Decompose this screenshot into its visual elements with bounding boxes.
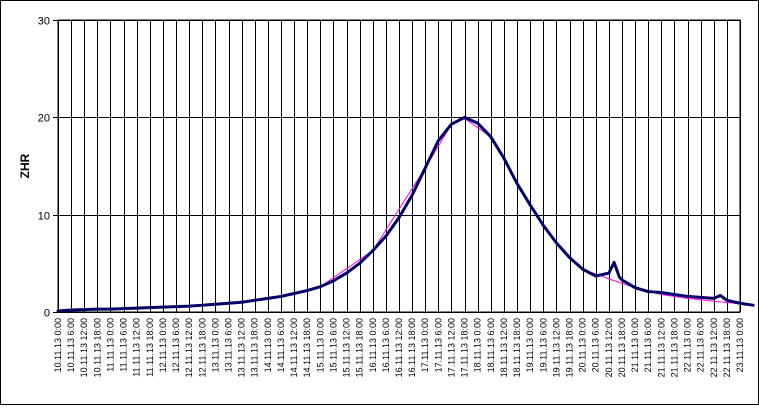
x-tick-label: 10.11.13 0:00 bbox=[53, 318, 63, 372]
x-tick-label: 22.11.13 6:00 bbox=[696, 318, 706, 372]
x-tick-label: 19.11.13 0:00 bbox=[525, 318, 535, 372]
x-tick-label: 22.11.13 12:00 bbox=[709, 318, 719, 377]
x-tick-label: 21.11.13 12:00 bbox=[656, 318, 666, 377]
x-tick-label: 13.11.13 0:00 bbox=[210, 318, 220, 372]
x-tick-label: 22.11.13 18:00 bbox=[722, 318, 732, 377]
y-tick-label: 20 bbox=[38, 113, 50, 125]
x-tick-label: 14.11.13 12:00 bbox=[289, 318, 299, 377]
x-tick-label: 20.11.13 12:00 bbox=[604, 318, 614, 377]
series-layer bbox=[56, 115, 755, 313]
x-tick-label: 12.11.13 12:00 bbox=[184, 318, 194, 377]
x-tick-label: 16.11.13 18:00 bbox=[407, 318, 417, 377]
x-tick-label: 21.11.13 6:00 bbox=[643, 318, 653, 372]
x-tick-label: 11.11.13 0:00 bbox=[105, 318, 115, 372]
x-tick-label: 18.11.13 18:00 bbox=[512, 318, 522, 377]
y-axis-label: ZHR bbox=[18, 153, 32, 178]
x-tick-label: 20.11.13 18:00 bbox=[617, 318, 627, 377]
x-tick-label: 18.11.13 6:00 bbox=[486, 318, 496, 372]
x-tick-label: 19.11.13 6:00 bbox=[538, 318, 548, 372]
y-tick-label: 10 bbox=[38, 211, 50, 223]
x-tick-label: 14.11.13 18:00 bbox=[302, 318, 312, 377]
x-tick-label: 21.11.13 0:00 bbox=[630, 318, 640, 372]
x-tick-label: 19.11.13 18:00 bbox=[565, 318, 575, 377]
observed-zhr-series-line bbox=[56, 115, 755, 313]
x-tick-label: 19.11.13 12:00 bbox=[551, 318, 561, 377]
x-tick-label: 17.11.13 0:00 bbox=[420, 318, 430, 372]
x-tick-label: 12.11.13 6:00 bbox=[171, 318, 181, 372]
x-tick-label: 11.11.13 12:00 bbox=[132, 318, 142, 377]
x-tick-label: 15.11.13 18:00 bbox=[355, 318, 365, 377]
grid-layer bbox=[57, 19, 741, 313]
x-tick-label: 10.11.13 6:00 bbox=[66, 318, 76, 372]
x-tick-label: 10.11.13 18:00 bbox=[92, 318, 102, 377]
x-tick-label: 12.11.13 18:00 bbox=[197, 318, 207, 377]
x-tick-label: 13.11.13 12:00 bbox=[237, 318, 247, 377]
x-tick-label: 17.11.13 12:00 bbox=[446, 318, 456, 377]
x-tick-label: 11.11.13 18:00 bbox=[145, 318, 155, 377]
x-tick-label: 17.11.13 6:00 bbox=[433, 318, 443, 372]
x-tick-label: 10.11.13 12:00 bbox=[79, 318, 89, 377]
x-tick-label: 11.11.13 6:00 bbox=[119, 318, 129, 372]
x-tick-label: 16.11.13 6:00 bbox=[381, 318, 391, 372]
x-tick-label: 16.11.13 12:00 bbox=[394, 318, 404, 377]
axis-layer bbox=[53, 20, 740, 313]
x-tick-label: 18.11.13 0:00 bbox=[473, 318, 483, 372]
x-tick-label: 15.11.13 6:00 bbox=[328, 318, 338, 372]
x-tick-label: 23.11.13 0:00 bbox=[735, 318, 745, 372]
x-tick-label: 13.11.13 18:00 bbox=[250, 318, 260, 377]
x-tick-label: 22.11.13 0:00 bbox=[683, 318, 693, 372]
y-tick-label: 30 bbox=[38, 16, 50, 28]
x-tick-label: 18.11.13 12:00 bbox=[499, 318, 509, 377]
x-tick-label: 15.11.13 0:00 bbox=[315, 318, 325, 372]
x-tick-label: 14.11.13 0:00 bbox=[263, 318, 273, 372]
x-tick-label: 15.11.13 12:00 bbox=[342, 318, 352, 377]
x-tick-label: 14.11.13 6:00 bbox=[276, 318, 286, 372]
y-tick-label: 0 bbox=[44, 308, 50, 320]
x-tick-label: 13.11.13 6:00 bbox=[224, 318, 234, 372]
x-tick-label: 20.11.13 0:00 bbox=[578, 318, 588, 372]
x-tick-label: 17.11.13 18:00 bbox=[460, 318, 470, 377]
x-tick-label: 16.11.13 0:00 bbox=[368, 318, 378, 372]
x-tick-label: 21.11.13 18:00 bbox=[669, 318, 679, 377]
x-tick-label: 20.11.13 6:00 bbox=[591, 318, 601, 372]
x-tick-label: 12.11.13 0:00 bbox=[158, 318, 168, 372]
